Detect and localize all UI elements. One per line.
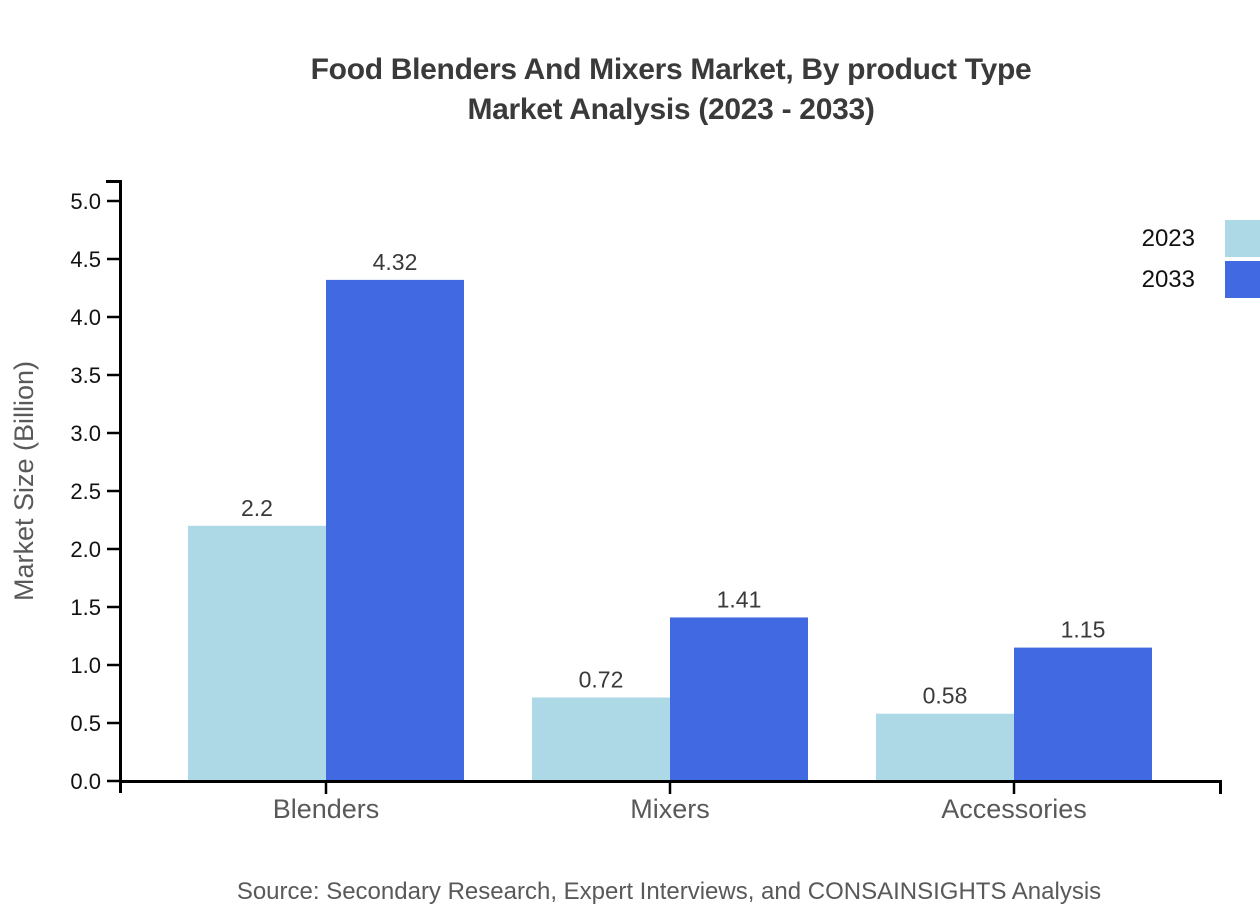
bar-2033-Accessories	[1014, 647, 1152, 781]
bar-2023-Accessories	[876, 713, 1014, 781]
y-tick-label: 4.0	[70, 305, 101, 330]
y-axis-title: Market Size (Billion)	[9, 361, 39, 601]
x-category-label: Accessories	[941, 794, 1087, 824]
legend-label-2033: 2033	[1141, 265, 1195, 293]
y-tick-label: 1.0	[70, 653, 101, 678]
y-tick-label: 2.0	[70, 537, 101, 562]
y-tick-label: 1.5	[70, 595, 101, 620]
bar-value-label: 0.58	[923, 683, 968, 709]
bar-value-label: 2.2	[241, 495, 273, 521]
legend-label-2023: 2023	[1141, 224, 1195, 252]
bar-value-label: 4.32	[373, 249, 418, 275]
bar-value-label: 1.41	[717, 586, 762, 612]
legend-item-2023: 2023	[1140, 220, 1260, 257]
chart-title-line1: Food Blenders And Mixers Market, By prod…	[310, 53, 1032, 86]
bar-2023-Mixers	[532, 697, 670, 781]
y-tick-label: 4.5	[70, 247, 101, 272]
chart-title-line2: Market Analysis (2023 - 2033)	[467, 93, 875, 126]
y-tick-label: 0.0	[70, 769, 101, 794]
legend-swatch-2033-icon	[1225, 261, 1260, 298]
chart-title: Food Blenders And Mixers Market, By prod…	[82, 50, 1260, 130]
bar-value-label: 1.15	[1061, 617, 1106, 643]
legend-item-2033: 2033	[1140, 261, 1260, 298]
y-tick-label: 0.5	[70, 711, 101, 736]
y-tick-label: 2.5	[70, 479, 101, 504]
y-tick-label: 3.5	[70, 363, 101, 388]
y-tick-label: 3.0	[70, 421, 101, 446]
x-category-label: Mixers	[630, 794, 710, 824]
legend-swatch-2023-icon	[1225, 220, 1260, 257]
y-tick-label: 5.0	[70, 189, 101, 214]
bar-2033-Blenders	[326, 279, 464, 781]
bar-2033-Mixers	[670, 617, 808, 781]
source-note: Source: Secondary Research, Expert Inter…	[236, 878, 1102, 905]
bar-2023-Blenders	[188, 525, 326, 781]
x-category-label: Blenders	[273, 794, 380, 824]
bar-value-label: 0.72	[579, 666, 624, 692]
